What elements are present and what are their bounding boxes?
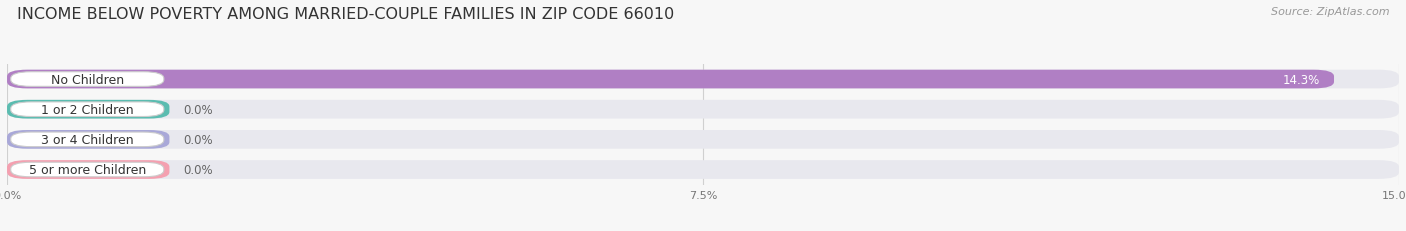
FancyBboxPatch shape <box>7 100 170 119</box>
Text: 0.0%: 0.0% <box>183 133 212 146</box>
FancyBboxPatch shape <box>7 70 1399 89</box>
Text: 1 or 2 Children: 1 or 2 Children <box>41 103 134 116</box>
FancyBboxPatch shape <box>11 133 165 147</box>
Text: 0.0%: 0.0% <box>183 163 212 176</box>
FancyBboxPatch shape <box>7 70 1334 89</box>
Text: 3 or 4 Children: 3 or 4 Children <box>41 133 134 146</box>
FancyBboxPatch shape <box>7 161 1399 179</box>
Text: 0.0%: 0.0% <box>183 103 212 116</box>
Text: INCOME BELOW POVERTY AMONG MARRIED-COUPLE FAMILIES IN ZIP CODE 66010: INCOME BELOW POVERTY AMONG MARRIED-COUPL… <box>17 7 673 22</box>
FancyBboxPatch shape <box>7 161 170 179</box>
FancyBboxPatch shape <box>11 103 165 117</box>
FancyBboxPatch shape <box>7 131 1399 149</box>
Text: 5 or more Children: 5 or more Children <box>28 163 146 176</box>
FancyBboxPatch shape <box>7 131 170 149</box>
Text: No Children: No Children <box>51 73 124 86</box>
FancyBboxPatch shape <box>11 163 165 177</box>
FancyBboxPatch shape <box>7 100 1399 119</box>
Text: 14.3%: 14.3% <box>1282 73 1320 86</box>
FancyBboxPatch shape <box>11 73 165 87</box>
Text: Source: ZipAtlas.com: Source: ZipAtlas.com <box>1271 7 1389 17</box>
